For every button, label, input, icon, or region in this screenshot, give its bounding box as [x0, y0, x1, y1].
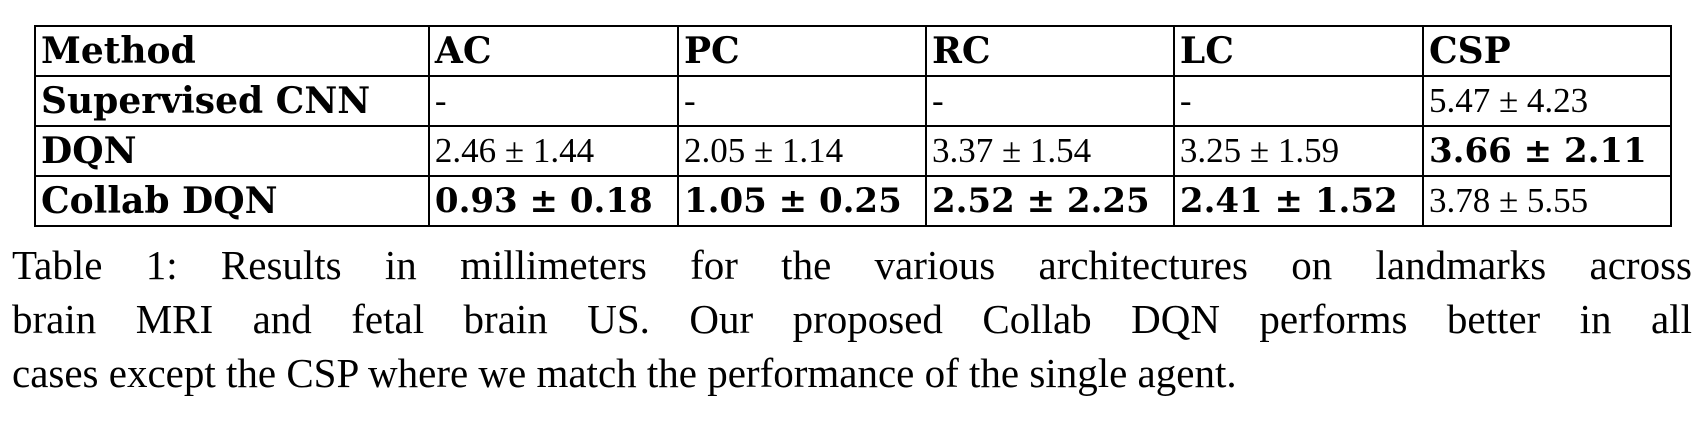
table-cell: 2.05 ± 1.14: [676, 125, 927, 177]
table-cell: 1.05 ± 0.25: [676, 175, 927, 227]
table-row: Supervised CNN - - - - 5.47 ± 4.23: [34, 75, 1673, 127]
row-method-label: Supervised CNN: [34, 75, 430, 127]
table-cell: 2.52 ± 2.25: [924, 175, 1175, 227]
table-cell: 3.78 ± 5.55: [1421, 175, 1673, 227]
column-header-pc: PC: [676, 25, 927, 77]
table-cell: -: [427, 75, 679, 127]
column-header-rc: RC: [924, 25, 1175, 77]
caption-line: cases except the CSP where we match the …: [12, 350, 1237, 396]
row-method-label: DQN: [34, 125, 430, 177]
table-cell: 3.25 ± 1.59: [1172, 125, 1424, 177]
table-row: DQN 2.46 ± 1.44 2.05 ± 1.14 3.37 ± 1.54 …: [34, 125, 1673, 177]
table-cell: 0.93 ± 0.18: [427, 175, 679, 227]
results-table: Method AC PC RC LC CSP Supervised CNN - …: [34, 25, 1673, 227]
column-header-lc: LC: [1172, 25, 1424, 77]
column-header-ac: AC: [427, 25, 679, 77]
results-table-container: Method AC PC RC LC CSP Supervised CNN - …: [34, 25, 1673, 227]
table-header-row: Method AC PC RC LC CSP: [34, 25, 1673, 77]
table-cell: -: [924, 75, 1175, 127]
table-caption: Table 1: Results in millimeters for the …: [12, 238, 1692, 400]
column-header-method: Method: [34, 25, 430, 77]
row-method-label: Collab DQN: [34, 175, 430, 227]
caption-line: Table 1: Results in millimeters for the …: [12, 242, 1692, 288]
table-cell: 3.66 ± 2.11: [1421, 125, 1673, 177]
table-cell: 2.41 ± 1.52: [1172, 175, 1424, 227]
column-header-csp: CSP: [1421, 25, 1673, 77]
table-row: Collab DQN 0.93 ± 0.18 1.05 ± 0.25 2.52 …: [34, 175, 1673, 227]
table-cell: 3.37 ± 1.54: [924, 125, 1175, 177]
table-cell: 5.47 ± 4.23: [1421, 75, 1673, 127]
table-cell: -: [676, 75, 927, 127]
caption-line: brain MRI and fetal brain US. Our propos…: [12, 296, 1692, 342]
table-cell: -: [1172, 75, 1424, 127]
table-cell: 2.46 ± 1.44: [427, 125, 679, 177]
